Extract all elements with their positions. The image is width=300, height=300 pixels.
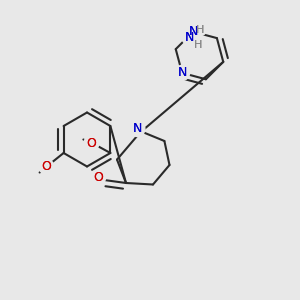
Text: N: N	[188, 25, 198, 38]
Circle shape	[182, 30, 197, 45]
Text: N: N	[184, 31, 194, 44]
Circle shape	[186, 24, 201, 39]
Circle shape	[91, 170, 106, 185]
Text: N: N	[184, 31, 194, 44]
Text: N: N	[177, 66, 187, 80]
Text: O: O	[93, 171, 103, 184]
Text: H: H	[194, 40, 202, 50]
Circle shape	[194, 24, 206, 36]
Text: N: N	[133, 122, 142, 136]
Text: O: O	[41, 160, 51, 173]
Circle shape	[175, 65, 190, 80]
Text: H: H	[196, 25, 205, 34]
Text: N: N	[177, 66, 187, 80]
Circle shape	[130, 122, 145, 136]
Text: O: O	[86, 136, 96, 150]
Text: O: O	[93, 171, 103, 184]
Text: H: H	[194, 40, 202, 50]
Text: N: N	[133, 122, 142, 136]
Text: N: N	[188, 25, 198, 38]
Circle shape	[192, 39, 204, 51]
Text: H: H	[196, 25, 205, 34]
Circle shape	[39, 159, 54, 174]
Text: O: O	[86, 136, 96, 150]
Text: O: O	[41, 160, 51, 173]
Circle shape	[84, 136, 99, 151]
